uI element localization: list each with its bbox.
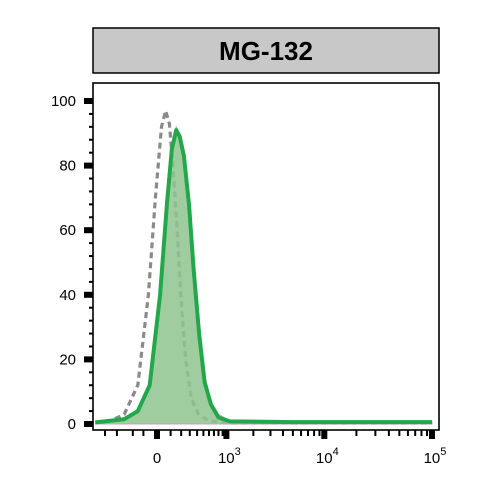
y-tick-label: 0: [68, 416, 76, 433]
series-layer: [95, 104, 433, 425]
x-tick-label: 104: [316, 446, 339, 467]
y-major-tick: [84, 98, 93, 104]
x-major-tick: [223, 430, 230, 439]
x-tick-label: 105: [424, 446, 447, 467]
y-major-tick: [84, 227, 93, 234]
y-tick-label: 100: [51, 93, 76, 110]
x-major-tick: [154, 430, 160, 439]
y-tick-label: 80: [59, 158, 76, 175]
y-tick-label: 40: [59, 287, 76, 304]
y-major-tick: [84, 421, 93, 427]
y-axis: 0 20 40 60 80 100: [51, 93, 93, 433]
series-solid-line: [95, 128, 432, 425]
y-tick-label: 20: [59, 351, 76, 368]
y-major-tick: [84, 356, 93, 363]
series-fill-area: [95, 125, 433, 425]
y-tick-label: 60: [59, 222, 76, 239]
series-dashed-line: [95, 104, 432, 425]
x-tick-label: 103: [218, 446, 241, 467]
plot-frame: [92, 82, 440, 431]
y-major-tick: [84, 162, 93, 169]
x-major-tick: [429, 430, 435, 439]
x-tick-label: 0: [153, 450, 161, 467]
x-axis: 0 103 104 105: [104, 430, 447, 467]
x-major-tick: [321, 430, 328, 439]
title-strip: [92, 27, 440, 74]
chart-title: MG-132: [219, 36, 313, 66]
y-major-tick: [84, 291, 93, 298]
